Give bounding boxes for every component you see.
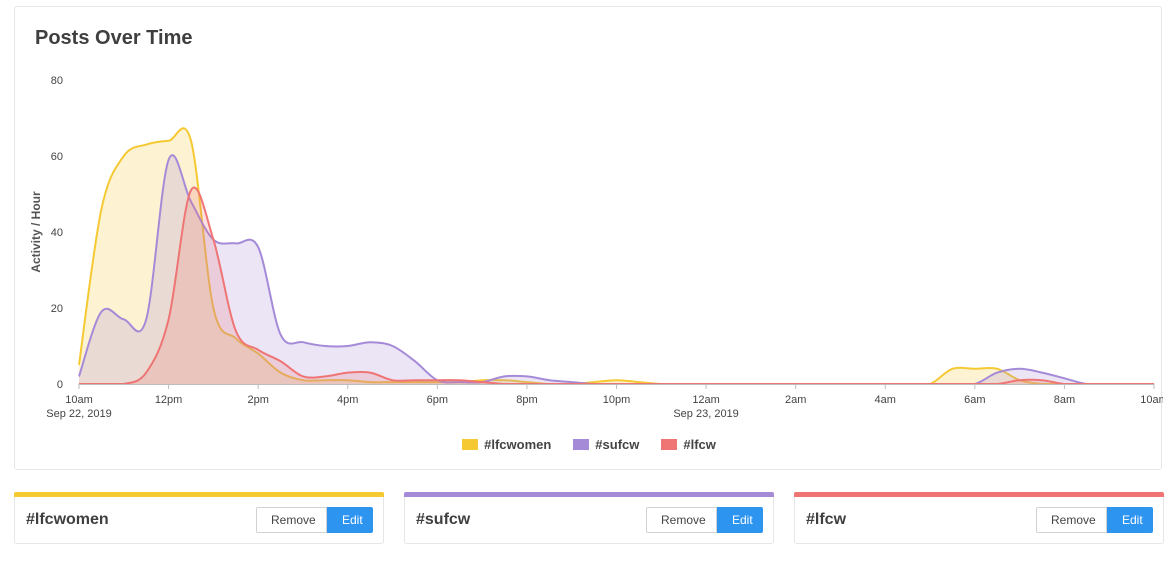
legend-label: #lfcwomen <box>484 437 552 452</box>
y-tick-label: 80 <box>51 75 63 87</box>
series-area <box>79 128 1154 384</box>
x-tick-label: 2pm <box>247 394 268 406</box>
tag-color-bar <box>794 492 1164 497</box>
x-tick-label: 4am <box>875 394 896 406</box>
y-tick-label: 60 <box>51 151 63 163</box>
edit-button[interactable]: Edit <box>717 507 763 533</box>
legend-swatch <box>462 439 479 450</box>
legend-swatch <box>661 439 678 450</box>
x-tick-label: 6am <box>964 394 985 406</box>
tag-card-sufcw: #sufcw Remove Edit <box>404 492 774 544</box>
x-tick-label: 8pm <box>516 394 537 406</box>
legend-label: #sufcw <box>595 437 640 452</box>
x-tick-date-label: Sep 23, 2019 <box>673 408 738 420</box>
y-axis: 0 20 40 60 80 Activity / Hour <box>29 75 63 391</box>
tag-actions: Remove Edit <box>646 507 763 533</box>
tag-actions: Remove Edit <box>1036 507 1153 533</box>
x-tick-label: 8am <box>1054 394 1075 406</box>
x-axis: 10am Sep 22, 2019 12pm 2pm 4pm 6pm 8pm 10pm 12am… <box>46 384 1163 420</box>
tag-actions: Remove Edit <box>256 507 373 533</box>
tag-color-bar <box>14 492 384 497</box>
tag-name: #lfcwomen <box>26 511 109 528</box>
chart-legend: #lfcwomen #sufcw #lfcw <box>15 437 1163 452</box>
y-axis-label: Activity / Hour <box>29 191 43 273</box>
x-tick-label: 12am <box>692 394 720 406</box>
tag-color-bar <box>404 492 774 497</box>
edit-button[interactable]: Edit <box>1107 507 1153 533</box>
x-tick-label: 10am <box>1140 394 1163 406</box>
legend-swatch <box>573 439 590 450</box>
x-tick-label: 10am <box>65 394 93 406</box>
remove-button[interactable]: Remove <box>646 507 717 533</box>
x-tick-label: 12pm <box>155 394 183 406</box>
y-tick-label: 0 <box>57 379 63 391</box>
remove-button[interactable]: Remove <box>1036 507 1107 533</box>
legend-item-lfcwomen[interactable]: #lfcwomen <box>462 437 551 452</box>
series-areas <box>78 127 1154 385</box>
y-tick-label: 20 <box>51 303 63 315</box>
tag-card-lfcwomen: #lfcwomen Remove Edit <box>14 492 384 544</box>
legend-label: #lfcw <box>683 437 716 452</box>
tag-card-lfcw: #lfcw Remove Edit <box>794 492 1164 544</box>
posts-over-time-chart: 0 20 40 60 80 Activity / Hour 10am Sep 22, 201… <box>29 75 1163 420</box>
series-line <box>78 127 1154 385</box>
y-tick-label: 40 <box>51 227 63 239</box>
remove-button[interactable]: Remove <box>256 507 327 533</box>
x-tick-label: 2am <box>785 394 806 406</box>
x-tick-label: 6pm <box>427 394 448 406</box>
x-tick-date-label: Sep 22, 2019 <box>46 408 111 420</box>
tag-name: #lfcw <box>806 511 847 528</box>
series-area <box>79 155 1154 384</box>
tag-name: #sufcw <box>416 511 471 528</box>
x-tick-label: 4pm <box>337 394 358 406</box>
x-tick-label: 10pm <box>603 394 631 406</box>
chart-title: Posts Over Time <box>35 27 193 49</box>
legend-item-lfcw[interactable]: #lfcw <box>661 437 716 452</box>
posts-over-time-card: Posts Over Time 0 20 40 60 80 Activity / Hour… <box>14 6 1163 470</box>
legend-item-sufcw[interactable]: #sufcw <box>573 437 639 452</box>
edit-button[interactable]: Edit <box>327 507 373 533</box>
